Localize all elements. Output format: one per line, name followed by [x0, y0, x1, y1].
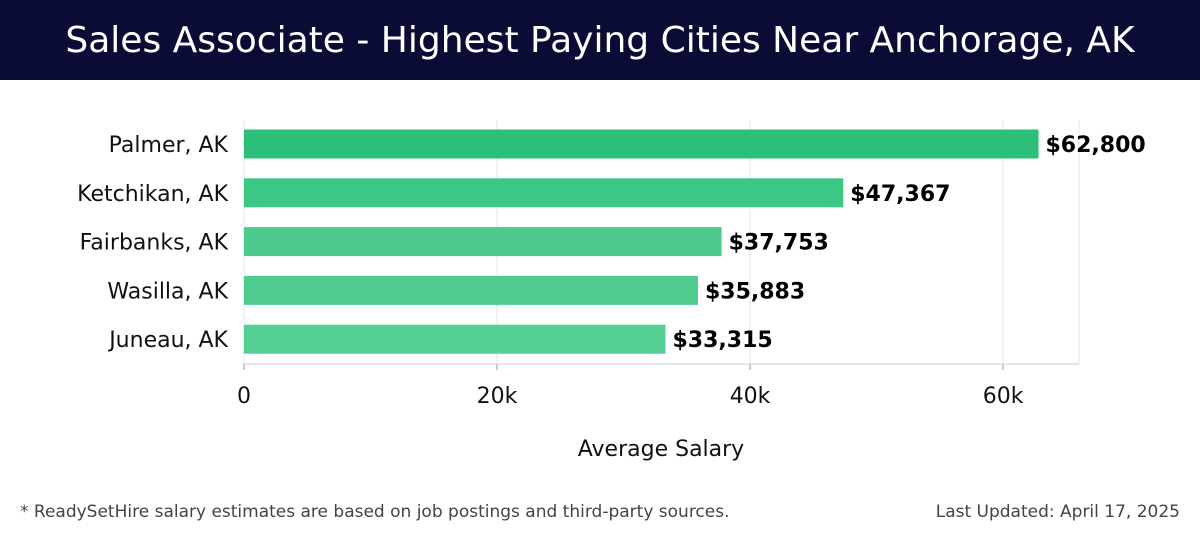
x-tick-label: 60k: [983, 384, 1024, 409]
data-label: $33,315: [672, 328, 772, 353]
x-tick-label: 40k: [730, 384, 771, 409]
axes: 0 20k 40k 60k Palmer, AK $62,800 Ketchikan, AK…: [77, 133, 1146, 409]
bar: [244, 275, 698, 305]
data-label: $35,883: [705, 279, 805, 304]
x-tick-label: 0: [237, 384, 251, 409]
category-label: Ketchikan, AK: [77, 182, 228, 207]
category-label: Fairbanks, AK: [80, 231, 229, 256]
category-label: Wasilla, AK: [107, 279, 228, 304]
last-updated: Last Updated: April 17, 2025: [935, 502, 1180, 522]
gridlines: [243, 120, 1080, 364]
category-label: Juneau, AK: [107, 328, 228, 353]
salary-bar-chart: 0 20k 40k 60k Palmer, AK $62,800 Ketchikan, AK…: [77, 120, 1146, 462]
bar: [244, 129, 1039, 159]
chart-title: Sales Associate - Highest Paying Cities …: [65, 19, 1135, 61]
data-label: $47,367: [850, 182, 950, 207]
bars: [244, 129, 1039, 354]
footer-note: * ReadySetHire salary estimates are base…: [20, 502, 730, 522]
data-label: $62,800: [1046, 133, 1146, 158]
category-label: Palmer, AK: [109, 133, 229, 158]
bar: [244, 227, 722, 257]
x-axis-label: Average Salary: [578, 437, 744, 462]
bar: [244, 324, 666, 354]
data-label: $37,753: [729, 231, 829, 256]
bar: [244, 178, 844, 208]
x-tick-label: 20k: [477, 384, 518, 409]
chart-header: Sales Associate - Highest Paying Cities …: [0, 0, 1200, 80]
